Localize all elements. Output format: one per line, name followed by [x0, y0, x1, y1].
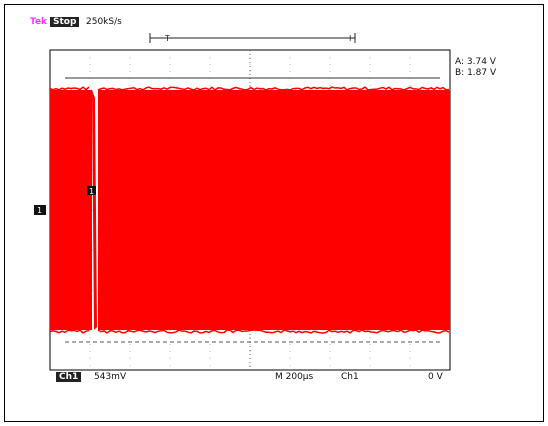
- trigger-level-label: 0 V: [428, 372, 443, 382]
- run-state-badge: Stop: [50, 17, 80, 27]
- trace-dropout-edge: [92, 90, 97, 330]
- cursor-a-readout: A: 3.74 V: [455, 57, 496, 67]
- svg-text:1: 1: [89, 187, 94, 196]
- cursor-lines: [65, 77, 440, 343]
- record-length-bar: T I: [149, 33, 356, 43]
- timebase-label: M 200μs: [275, 372, 314, 382]
- trace-bottom-edge: [49, 329, 450, 334]
- trace-segment-right: [98, 90, 450, 330]
- svg-text:1: 1: [37, 206, 42, 215]
- cursor-tag-marker: 1: [87, 186, 96, 196]
- ch1-trace: [49, 86, 450, 334]
- channel-badge: Ch1: [56, 372, 82, 382]
- trace-top-edge: [49, 86, 450, 91]
- volts-per-div-label: 543mV: [94, 372, 127, 382]
- sample-rate-label: 250kS/s: [86, 17, 122, 27]
- cursor-b-readout: B: 1.87 V: [455, 68, 497, 78]
- record-window-marker: I: [349, 34, 351, 43]
- channel-ground-marker: 1: [34, 205, 46, 215]
- trigger-position-marker: T: [164, 34, 170, 43]
- trigger-source-label: Ch1: [341, 372, 359, 382]
- cursor-readout: A: 3.74 V B: 1.87 V: [455, 57, 496, 79]
- brand-label: Tek: [30, 17, 48, 27]
- trace-segment-left: [50, 90, 92, 330]
